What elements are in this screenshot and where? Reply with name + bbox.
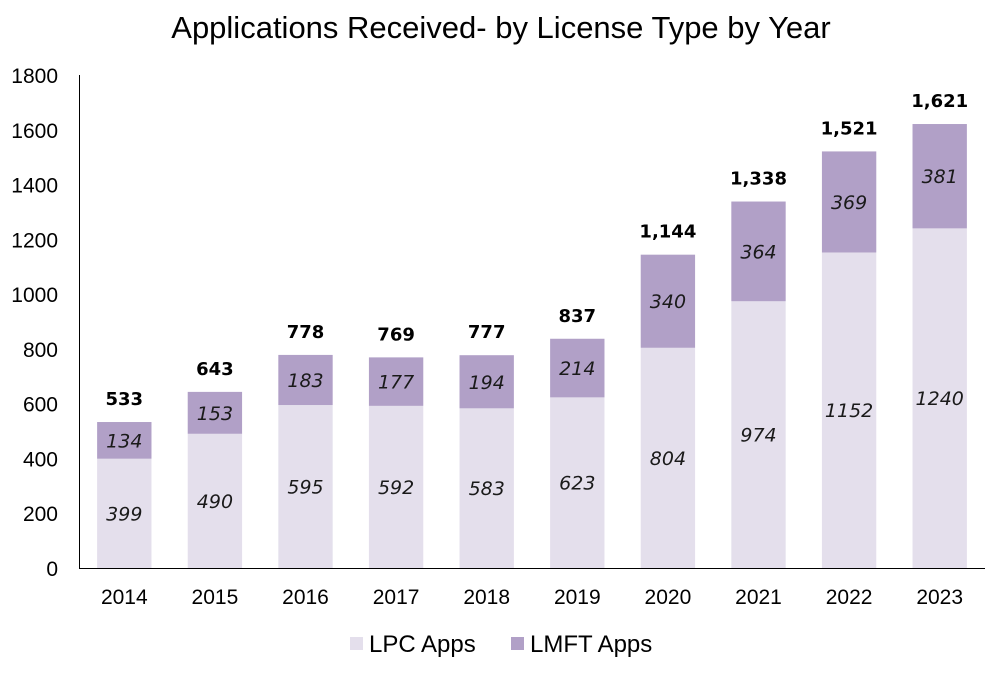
x-tick-label: 2021 (735, 586, 782, 609)
bar-segment-lmft (97, 422, 152, 459)
bar-segment-lmft (368, 357, 424, 406)
total-label: 837 (559, 306, 597, 327)
bar-segment-lmft (912, 124, 967, 229)
data-label-lmft: 153 (197, 403, 233, 425)
bar-segment-lmft (731, 201, 786, 302)
total-label: 1,144 (639, 222, 696, 243)
x-tick-label: 2016 (282, 586, 329, 609)
segment-labels: 399 134 490 153 595 183 592 177 583 194 623 214 804 3… (106, 166, 964, 525)
legend-label-lpc: LPC Apps (369, 631, 476, 658)
bar-segment-lpc (550, 397, 605, 568)
x-tick-label: 2018 (463, 586, 510, 609)
x-tick-label: 2015 (192, 586, 239, 609)
bar-segment-lpc (731, 301, 786, 568)
data-label-lpc: 592 (378, 477, 414, 499)
data-label-lmft: 364 (740, 241, 776, 263)
bar-segment-lpc (278, 405, 333, 568)
bar-segment-lpc (368, 405, 424, 568)
y-tick-label: 1400 (11, 175, 58, 198)
bar-segment-lpc (640, 347, 696, 568)
total-labels: 533 643 778 769 777 837 1,144 1,338 1,521 1,621 (106, 91, 969, 410)
data-label-lpc: 490 (197, 491, 233, 513)
bar-segment-lmft (459, 355, 514, 409)
y-tick-label: 200 (23, 503, 58, 526)
x-tick-label: 2022 (826, 586, 873, 609)
bar-segment-lmft (187, 391, 243, 434)
data-label-lpc: 974 (740, 425, 776, 447)
y-tick-label: 600 (23, 394, 58, 417)
total-label: 778 (287, 322, 325, 343)
total-label: 643 (196, 359, 234, 380)
bar-segment-lpc (912, 228, 967, 568)
total-label: 777 (468, 322, 506, 343)
y-tick-label: 1200 (11, 229, 58, 252)
x-tick-label: 2023 (916, 586, 963, 609)
bar-segment-lpc (187, 433, 243, 568)
bar-segment-lpc (821, 252, 877, 569)
bar-segment-lpc (97, 458, 152, 568)
total-label: 533 (106, 389, 144, 410)
data-label-lpc: 595 (287, 477, 323, 499)
y-axis-ticks: 0 200 400 600 800 1000 1200 1400 1600 1800 (11, 65, 58, 581)
legend-swatch-lpc (350, 637, 363, 650)
legend-swatch-lmft (511, 637, 524, 650)
data-label-lmft: 177 (378, 372, 414, 394)
total-label: 1,621 (911, 91, 968, 112)
data-label-lmft: 369 (831, 192, 867, 214)
total-label: 1,521 (821, 118, 878, 139)
data-label-lmft: 183 (287, 370, 323, 392)
y-tick-label: 800 (23, 339, 58, 362)
data-label-lmft: 214 (559, 358, 595, 380)
y-tick-label: 1600 (11, 120, 58, 143)
x-tick-label: 2017 (373, 586, 420, 609)
data-label-lpc: 1240 (916, 388, 964, 410)
y-tick-label: 1000 (11, 284, 58, 307)
data-label-lpc: 1152 (825, 400, 873, 422)
data-label-lpc: 399 (106, 503, 142, 525)
total-label: 1,338 (730, 169, 787, 190)
bar-segment-lmft (278, 354, 333, 406)
data-label-lmft: 134 (106, 430, 142, 452)
x-tick-label: 2014 (101, 586, 148, 609)
data-label-lpc: 583 (469, 478, 505, 500)
x-tick-label: 2019 (554, 586, 601, 609)
x-tick-label: 2020 (645, 586, 692, 609)
bar-segment-lpc (459, 408, 514, 568)
legend: LPC Apps LMFT Apps (350, 631, 652, 658)
total-label: 769 (377, 324, 415, 345)
y-tick-label: 0 (46, 558, 58, 581)
bar-segment-lmft (640, 254, 696, 348)
y-tick-label: 400 (23, 448, 58, 471)
data-label-lpc: 804 (650, 448, 686, 470)
data-label-lmft: 194 (469, 372, 505, 394)
bar-segment-lmft (550, 338, 605, 398)
x-axis-ticks: 2014 2015 2016 2017 2018 2019 2020 2021 2022 2023 (101, 586, 963, 609)
bar-segment-lmft (821, 151, 877, 253)
bars (97, 124, 967, 569)
y-tick-label: 1800 (11, 65, 58, 88)
data-label-lmft: 381 (922, 166, 958, 188)
legend-label-lmft: LMFT Apps (530, 631, 652, 658)
data-label-lpc: 623 (559, 473, 595, 495)
chart-title: Applications Received- by License Type b… (171, 10, 830, 45)
data-label-lmft: 340 (650, 291, 686, 313)
